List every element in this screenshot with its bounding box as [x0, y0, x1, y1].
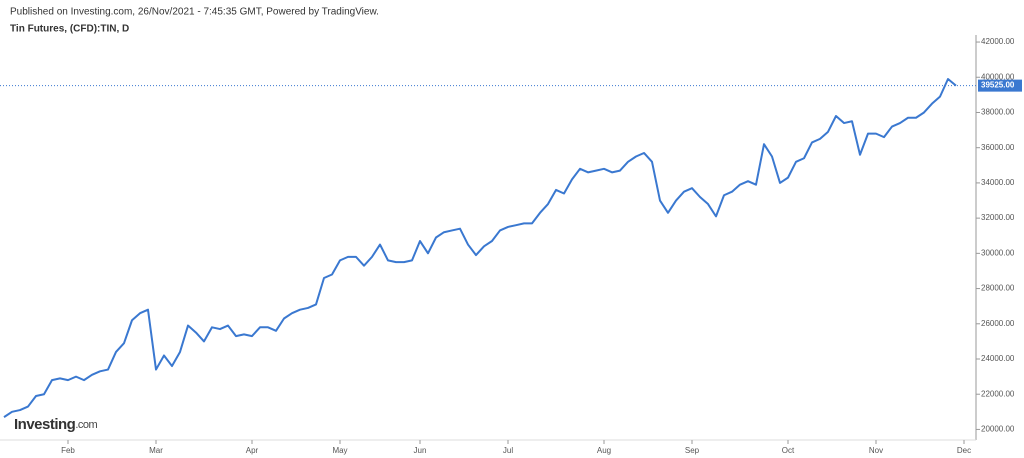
chart-title: Tin Futures, (CFD):TIN, D	[10, 24, 129, 35]
y-tick-label: 32000.00	[981, 213, 1015, 222]
x-tick-label: Jul	[503, 446, 513, 455]
y-tick-label: 30000.00	[981, 248, 1015, 257]
y-tick-label: 28000.00	[981, 284, 1015, 293]
y-tick-label: 36000.00	[981, 143, 1015, 152]
x-tick-label: Aug	[597, 446, 611, 455]
logo: Investing.com	[14, 416, 98, 433]
x-tick-label: Mar	[149, 446, 163, 455]
header: Published on Investing.com, 26/Nov/2021 …	[10, 7, 379, 18]
x-tick-label: Nov	[869, 446, 883, 455]
last-price-box	[978, 79, 1022, 92]
logo-suffix: .com	[75, 419, 97, 431]
x-tick-label: Feb	[61, 446, 75, 455]
price-line	[3, 78, 957, 418]
y-tick-label: 26000.00	[981, 319, 1015, 328]
x-tick-label: Sep	[685, 446, 700, 455]
x-tick-label: Oct	[782, 446, 795, 455]
y-tick-label: 40000.00	[981, 72, 1015, 81]
y-tick-label: 24000.00	[981, 354, 1015, 363]
y-tick-label: 42000.00	[981, 37, 1015, 46]
x-tick-label: Apr	[246, 446, 259, 455]
logo-name: Investing	[14, 416, 76, 433]
x-tick-label: Jun	[414, 446, 427, 455]
y-tick-label: 22000.00	[981, 389, 1015, 398]
y-tick-label: 34000.00	[981, 178, 1015, 187]
last-price-label: 39525.00	[981, 81, 1015, 90]
x-tick-label: May	[332, 446, 347, 455]
y-tick-label: 38000.00	[981, 108, 1015, 117]
x-tick-label: Dec	[957, 446, 971, 455]
y-tick-label: 20000.00	[981, 425, 1015, 434]
